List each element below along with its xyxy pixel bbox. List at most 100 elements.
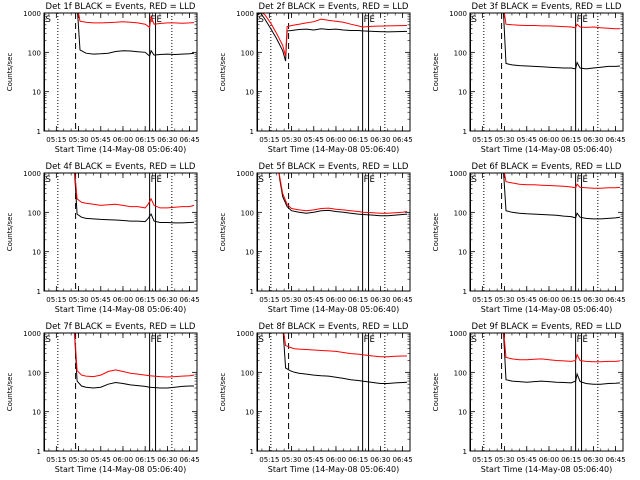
series-line-events bbox=[502, 13, 621, 70]
y-tick-label: 10 bbox=[245, 249, 254, 257]
y-tick-label: 100 bbox=[28, 209, 41, 217]
x-tick-label: 05:45 bbox=[517, 456, 537, 464]
plot-frame bbox=[43, 12, 198, 132]
y-axis-label: Counts/sec bbox=[219, 213, 227, 252]
event-marker-label: F bbox=[151, 175, 156, 185]
x-tick-label: 05:15 bbox=[46, 136, 66, 144]
x-tick-label: 06:00 bbox=[539, 456, 559, 464]
y-tick-label: 100 bbox=[454, 49, 467, 57]
x-tick-label: 06:00 bbox=[113, 456, 133, 464]
series-line-events bbox=[278, 173, 408, 217]
series-line-lld bbox=[278, 173, 408, 214]
x-tick-label: 06:45 bbox=[606, 456, 626, 464]
event-marker-label: E bbox=[157, 15, 162, 25]
x-axis-label: Start Time (14-May-08 05:06:40) bbox=[268, 145, 399, 154]
x-tick-label: 05:45 bbox=[91, 136, 111, 144]
y-tick-label: 100 bbox=[241, 49, 254, 57]
chart-panel-7: Det 7f BLACK = Events, RED = LLD Start Ti… bbox=[6, 322, 200, 474]
plot-frame bbox=[43, 332, 198, 452]
series-line-events bbox=[74, 333, 194, 389]
event-marker-label: F bbox=[364, 15, 369, 25]
x-tick-label: 05:15 bbox=[46, 296, 66, 304]
x-tick-label: 05:30 bbox=[281, 456, 301, 464]
chart-panel-4: Det 4f BLACK = Events, RED = LLD Start Ti… bbox=[6, 162, 200, 314]
x-tick-label: 06:30 bbox=[370, 136, 390, 144]
x-tick-label: 06:00 bbox=[113, 296, 133, 304]
series-line-lld bbox=[283, 333, 407, 358]
series-line-events bbox=[503, 333, 621, 385]
x-tick-label: 05:30 bbox=[281, 136, 301, 144]
event-marker-label: F bbox=[364, 335, 369, 345]
chart-panel-5: Det 5f BLACK = Events, RED = LLD Start Ti… bbox=[219, 162, 413, 314]
event-marker-label: S bbox=[258, 335, 263, 345]
y-tick-label: 10 bbox=[458, 409, 467, 417]
x-tick-label: 05:30 bbox=[281, 296, 301, 304]
x-tick-label: 05:45 bbox=[304, 456, 324, 464]
y-axis-label: Counts/sec bbox=[432, 373, 440, 412]
y-tick-label: 10 bbox=[458, 89, 467, 97]
x-axis-label: Start Time (14-May-08 05:06:40) bbox=[481, 465, 612, 474]
x-tick-label: 06:15 bbox=[561, 456, 581, 464]
x-tick-label: 06:45 bbox=[393, 456, 413, 464]
y-tick-label: 1 bbox=[37, 448, 41, 456]
x-tick-label: 06:45 bbox=[180, 456, 200, 464]
x-axis-label: Start Time (14-May-08 05:06:40) bbox=[481, 305, 612, 314]
chart-title: Det 8f BLACK = Events, RED = LLD bbox=[259, 322, 409, 332]
x-tick-label: 06:30 bbox=[583, 296, 603, 304]
event-marker-label: S bbox=[45, 335, 50, 345]
x-tick-label: 06:45 bbox=[606, 296, 626, 304]
x-tick-label: 06:30 bbox=[583, 136, 603, 144]
y-tick-label: 100 bbox=[241, 369, 254, 377]
event-marker-label: E bbox=[157, 335, 162, 345]
chart-panel-9: Det 9f BLACK = Events, RED = LLD Start Ti… bbox=[432, 322, 626, 474]
x-tick-label: 05:15 bbox=[259, 456, 279, 464]
y-tick-label: 10 bbox=[32, 249, 41, 257]
chart-panel-2: Det 2f BLACK = Events, RED = LLD Start Ti… bbox=[219, 2, 413, 154]
x-tick-label: 06:15 bbox=[348, 296, 368, 304]
x-tick-label: 06:15 bbox=[135, 136, 155, 144]
y-tick-label: 10 bbox=[32, 409, 41, 417]
x-tick-label: 06:30 bbox=[157, 296, 177, 304]
series-line-events bbox=[74, 173, 195, 224]
series-line-events bbox=[503, 173, 621, 220]
x-tick-label: 06:15 bbox=[348, 456, 368, 464]
x-tick-label: 05:45 bbox=[91, 296, 111, 304]
x-tick-label: 06:00 bbox=[539, 136, 559, 144]
y-tick-label: 1 bbox=[37, 128, 41, 136]
event-marker-label: F bbox=[577, 335, 582, 345]
x-tick-label: 06:15 bbox=[348, 136, 368, 144]
x-tick-label: 06:45 bbox=[180, 136, 200, 144]
x-axis-label: Start Time (14-May-08 05:06:40) bbox=[55, 465, 186, 474]
x-tick-label: 06:30 bbox=[370, 296, 390, 304]
event-marker-label: S bbox=[471, 175, 476, 185]
series-line-events bbox=[257, 13, 408, 62]
y-axis-label: Counts/sec bbox=[6, 213, 14, 252]
event-marker-label: E bbox=[157, 175, 162, 185]
x-tick-label: 06:30 bbox=[157, 456, 177, 464]
y-axis-label: Counts/sec bbox=[219, 53, 227, 92]
y-tick-label: 1000 bbox=[236, 170, 254, 178]
x-tick-label: 06:30 bbox=[157, 136, 177, 144]
y-tick-label: 1000 bbox=[236, 10, 254, 18]
y-axis-label: Counts/sec bbox=[6, 53, 14, 92]
y-tick-label: 1000 bbox=[449, 170, 467, 178]
event-marker-label: E bbox=[583, 335, 588, 345]
x-tick-label: 06:00 bbox=[113, 136, 133, 144]
x-tick-label: 05:45 bbox=[517, 136, 537, 144]
x-axis-label: Start Time (14-May-08 05:06:40) bbox=[55, 145, 186, 154]
event-marker-label: F bbox=[577, 15, 582, 25]
y-tick-label: 1000 bbox=[23, 10, 41, 18]
x-tick-label: 05:30 bbox=[494, 296, 514, 304]
x-tick-label: 06:45 bbox=[393, 296, 413, 304]
chart-panel-6: Det 6f BLACK = Events, RED = LLD Start Ti… bbox=[432, 162, 626, 314]
chart-title: Det 7f BLACK = Events, RED = LLD bbox=[46, 322, 196, 332]
y-tick-label: 1 bbox=[250, 128, 254, 136]
x-tick-label: 05:45 bbox=[304, 136, 324, 144]
y-tick-label: 1 bbox=[463, 128, 467, 136]
plot-frame bbox=[469, 172, 624, 292]
x-tick-label: 05:15 bbox=[259, 136, 279, 144]
y-tick-label: 1 bbox=[37, 288, 41, 296]
chart-panel-8: Det 8f BLACK = Events, RED = LLD Start Ti… bbox=[219, 322, 413, 474]
event-marker-label: F bbox=[151, 15, 156, 25]
x-tick-label: 05:45 bbox=[91, 456, 111, 464]
